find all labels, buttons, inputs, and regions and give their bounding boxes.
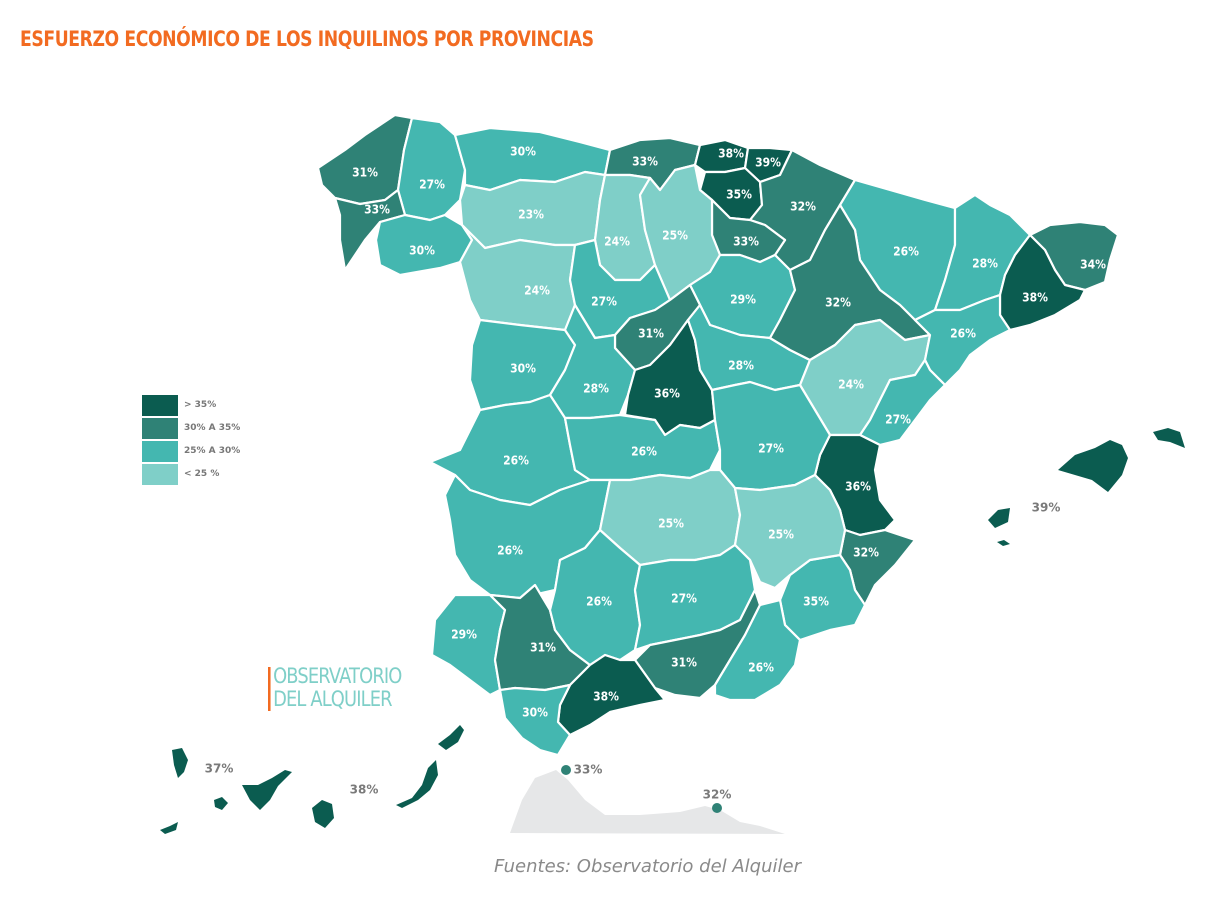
province-value-pontevedra: 33% [364, 203, 390, 217]
province-value-girona: 34% [1080, 258, 1106, 272]
region-value-laspalmas: 38% [350, 783, 379, 797]
province-value-jaen: 27% [671, 592, 697, 606]
province-value-sevilla: 31% [530, 641, 556, 655]
province-value-cantabria: 33% [632, 155, 658, 169]
legend-label: 25% A 30% [184, 446, 241, 456]
logo-accent-bar [268, 667, 271, 711]
island-formentera[interactable] [997, 540, 1010, 546]
north-africa-terrain [510, 770, 785, 834]
region-value-tenerife: 37% [205, 762, 234, 776]
province-value-bizkaia: 38% [718, 147, 744, 161]
province-toledo[interactable] [563, 413, 722, 482]
island-gran-canaria[interactable] [312, 800, 334, 828]
island-la-palma[interactable] [172, 748, 188, 778]
island-mallorca[interactable] [1058, 440, 1128, 492]
legend-item-30-35: 30% A 35% [142, 417, 240, 439]
province-value-zamora: 24% [524, 284, 550, 298]
province-value-lugo: 27% [419, 178, 445, 192]
province-value-tarragona: 26% [950, 327, 976, 341]
province-value-cordoba: 26% [586, 595, 612, 609]
province-cuenca[interactable] [710, 380, 832, 492]
province-value-rioja: 33% [733, 235, 759, 249]
province-value-murcia: 35% [803, 595, 829, 609]
province-value-asturias: 30% [510, 145, 536, 159]
ceuta-dot[interactable] [561, 765, 571, 775]
island-lanzarote[interactable] [438, 725, 464, 750]
province-value-salamanca: 30% [510, 362, 536, 376]
island-fuerteventura[interactable] [396, 760, 438, 808]
province-value-ciudadreal: 25% [658, 517, 684, 531]
legend-item-25-30: 25% A 30% [142, 440, 240, 462]
map-title: ESFUERZO ECONÓMICO DE LOS INQUILINOS POR… [20, 27, 594, 51]
province-value-huelva: 29% [451, 628, 477, 642]
province-value-zaragoza: 32% [825, 296, 851, 310]
province-almeria[interactable] [713, 598, 802, 702]
island-ibiza[interactable] [988, 508, 1010, 528]
province-value-alava: 35% [726, 188, 752, 202]
province-value-granada: 31% [671, 656, 697, 670]
province-labels: 31% 27% 33% 30% 30% 33% 38% 39% 35% 32% 33% 23% 24% 2… [352, 145, 1106, 720]
province-value-gipuzkoa: 39% [755, 156, 781, 170]
logo-line-2: DEL ALQUILER [273, 687, 392, 711]
province-value-guadalajara: 28% [728, 359, 754, 373]
province-value-albacete: 25% [768, 528, 794, 542]
province-value-madrid: 36% [654, 387, 680, 401]
province-value-badajoz: 26% [497, 544, 523, 558]
province-value-palencia: 24% [604, 235, 630, 249]
island-tenerife[interactable] [242, 770, 292, 810]
province-castellon[interactable] [858, 358, 947, 447]
legend-label: > 35% [184, 400, 217, 410]
legend-swatch [142, 394, 178, 416]
province-value-segovia: 31% [638, 327, 664, 341]
province-huelva[interactable] [430, 593, 507, 697]
legend-swatch [142, 440, 178, 462]
legend: > 35% 30% A 35% 25% A 30% < 25 % [142, 394, 240, 486]
province-value-toledo: 26% [631, 445, 657, 459]
region-value-baleares: 39% [1032, 501, 1061, 515]
legend-label: 30% A 35% [184, 423, 241, 433]
province-value-cuenca: 27% [758, 442, 784, 456]
legend-swatch [142, 463, 178, 485]
province-value-lleida: 28% [972, 257, 998, 271]
legend-swatch [142, 417, 178, 439]
province-value-coruna: 31% [352, 166, 378, 180]
province-value-navarra: 32% [790, 200, 816, 214]
province-value-teruel: 24% [838, 378, 864, 392]
observatorio-logo: OBSERVATORIO DEL ALQUILER [268, 664, 402, 711]
province-value-castellon: 27% [885, 413, 911, 427]
province-value-barcelona: 38% [1022, 291, 1048, 305]
province-value-burgos: 25% [662, 229, 688, 243]
province-value-ourense: 30% [409, 244, 435, 258]
province-value-malaga: 38% [593, 690, 619, 704]
legend-item-lt25: < 25 % [142, 463, 240, 485]
province-value-avila: 28% [583, 382, 609, 396]
region-value-melilla: 32% [703, 788, 732, 802]
province-cadiz[interactable] [498, 683, 572, 757]
province-value-caceres: 26% [503, 454, 529, 468]
province-tarragona[interactable] [913, 293, 1012, 387]
province-value-leon: 23% [518, 208, 544, 222]
logo-line-1: OBSERVATORIO [273, 664, 402, 688]
island-la-gomera[interactable] [214, 797, 228, 810]
province-lugo[interactable] [396, 116, 467, 222]
island-el-hierro[interactable] [160, 822, 178, 834]
province-value-alicante: 32% [853, 546, 879, 560]
province-avila[interactable] [548, 303, 637, 420]
region-value-ceuta: 33% [574, 763, 603, 777]
island-menorca[interactable] [1153, 428, 1185, 448]
province-value-huesca: 26% [893, 245, 919, 259]
province-value-valladolid: 27% [591, 295, 617, 309]
province-value-cadiz: 30% [522, 706, 548, 720]
legend-label: < 25 % [184, 469, 220, 479]
external-labels: 39% 37% 38% 33% 32% [205, 501, 1061, 802]
province-value-valencia: 36% [845, 480, 871, 494]
legend-item-gt35: > 35% [142, 394, 240, 416]
source-caption: Fuentes: Observatorio del Alquiler [494, 856, 801, 877]
province-value-almeria: 26% [748, 661, 774, 675]
melilla-dot[interactable] [712, 803, 722, 813]
province-value-soria: 29% [730, 293, 756, 307]
